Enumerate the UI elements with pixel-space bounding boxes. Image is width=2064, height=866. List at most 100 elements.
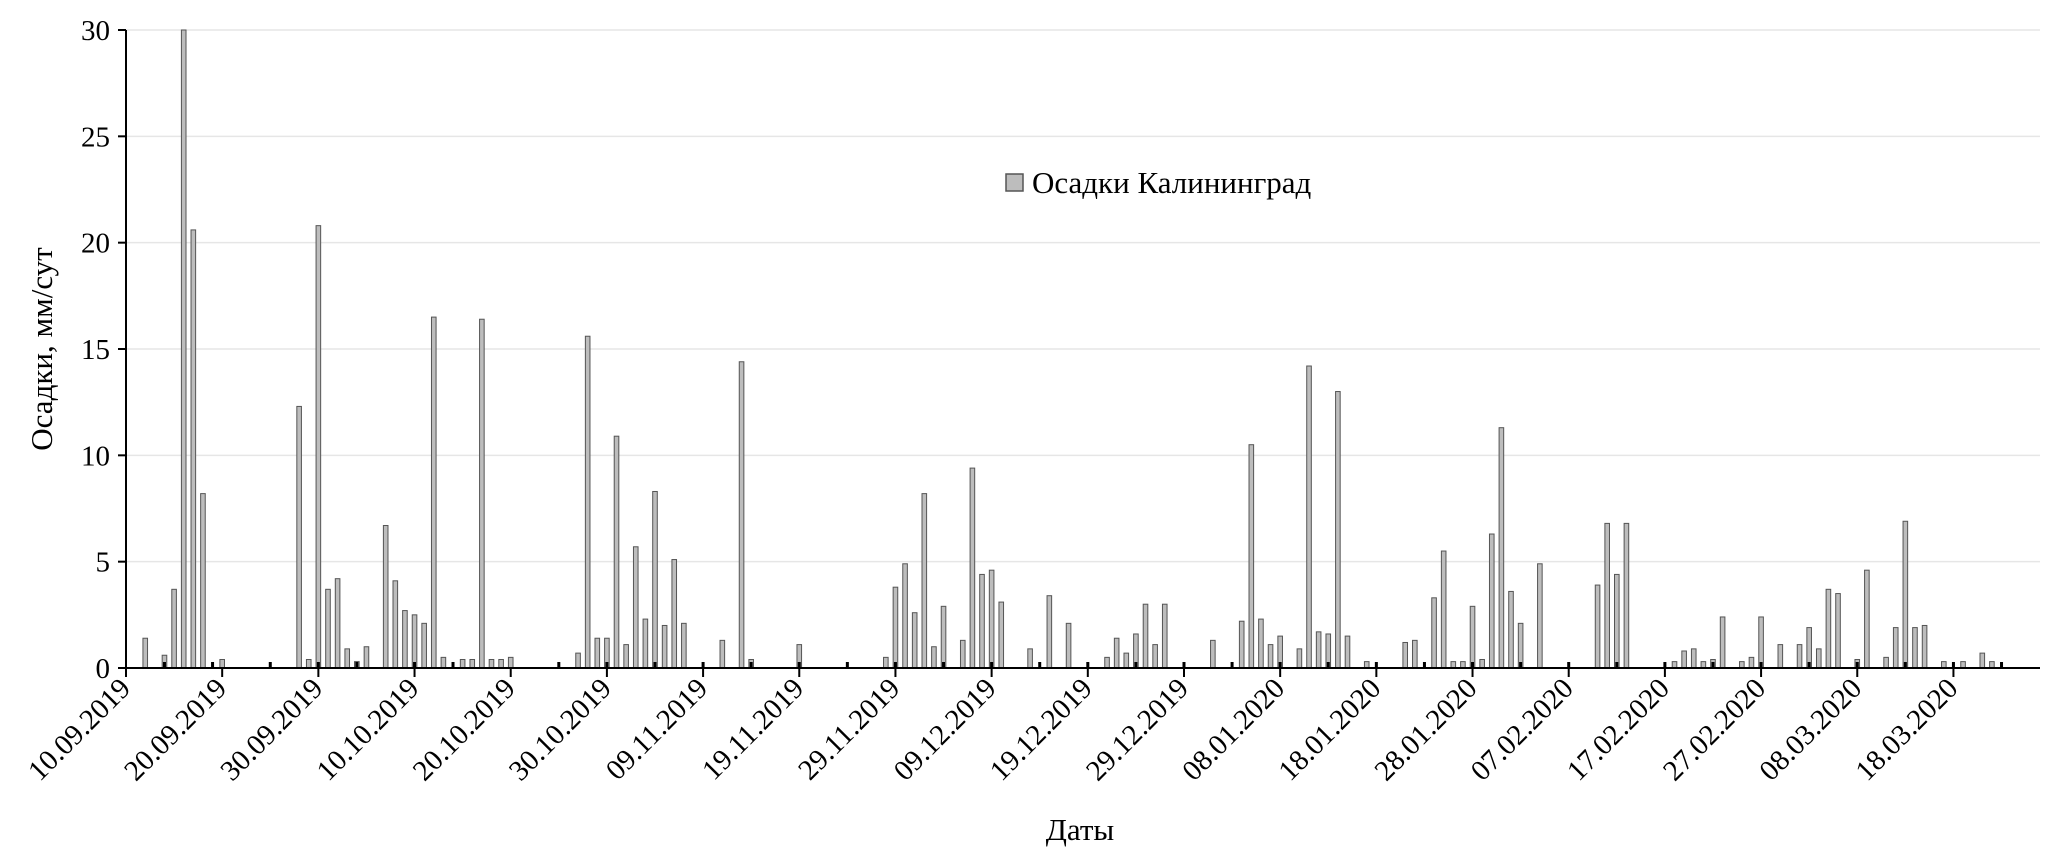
bar [642, 618, 649, 669]
x-tick-label: 10.10.2019 [311, 672, 426, 787]
bar [979, 573, 985, 669]
bar [1113, 637, 1120, 669]
y-tick-label: 5 [96, 547, 111, 579]
bar [1267, 644, 1274, 669]
bar [469, 658, 476, 669]
x-tick-label: 19.11.2019 [696, 672, 810, 786]
near-zero-marker [1182, 662, 1186, 668]
x-tick-label: 29.11.2019 [792, 672, 906, 786]
y-axis-ticks: 0 5 10 15 20 25 30 [81, 15, 126, 685]
bar [1123, 652, 1130, 669]
x-tick-label: 27.02.2020 [1657, 672, 1772, 787]
near-zero-marker [893, 662, 897, 668]
bar [921, 493, 928, 669]
near-zero-marker [1326, 662, 1330, 668]
bar [940, 605, 947, 669]
near-zero-marker [1422, 662, 1426, 668]
bar [296, 405, 302, 669]
near-zero-marker [1903, 662, 1907, 668]
x-tick-label: 18.01.2020 [1272, 672, 1387, 787]
bar [1902, 520, 1909, 669]
bar [1777, 644, 1784, 669]
near-zero-marker [1278, 662, 1282, 668]
bar [1027, 648, 1033, 669]
near-zero-marker [1807, 662, 1811, 668]
bar [402, 610, 408, 669]
bar [719, 639, 726, 669]
near-zero-markers [162, 662, 2004, 668]
near-zero-marker [1519, 662, 1523, 668]
bar [507, 656, 514, 669]
x-tick-label: 28.01.2020 [1369, 672, 1484, 787]
bar [1306, 365, 1312, 669]
bar [959, 639, 966, 669]
near-zero-marker [2000, 662, 2004, 668]
near-zero-marker [653, 662, 657, 668]
y-tick-label: 25 [81, 121, 110, 153]
bar [1440, 550, 1447, 669]
x-tick-label: 17.02.2020 [1561, 672, 1676, 787]
bar [459, 658, 466, 669]
x-tick-label: 19.12.2019 [984, 672, 1099, 787]
bar [1479, 658, 1485, 669]
bar [661, 624, 668, 669]
bar [1315, 631, 1322, 669]
bar [1335, 391, 1341, 669]
x-tick-label: 30.09.2019 [214, 672, 329, 787]
near-zero-marker [749, 662, 753, 668]
bar [1248, 444, 1255, 669]
y-tick-label: 0 [96, 653, 111, 685]
near-zero-marker [1615, 662, 1619, 668]
legend-swatch [1005, 173, 1024, 192]
near-zero-marker [211, 662, 215, 668]
y-tick-label: 10 [81, 440, 110, 472]
near-zero-marker [413, 662, 417, 668]
bar [584, 335, 591, 669]
bar [1508, 590, 1514, 669]
bar [1690, 648, 1697, 669]
bar [1344, 635, 1351, 669]
x-axis-title: Даты [1046, 812, 1115, 847]
bar [1412, 639, 1418, 669]
bar [911, 612, 918, 669]
bar [883, 656, 889, 669]
bar [488, 658, 495, 669]
bar [334, 578, 341, 669]
bar [1431, 597, 1437, 669]
bar [1296, 648, 1303, 669]
bar [988, 569, 995, 669]
near-zero-marker [1374, 662, 1378, 668]
legend: Осадки Калининград [1005, 165, 1312, 200]
x-tick-label: 20.09.2019 [118, 672, 233, 787]
bar [1046, 595, 1053, 669]
near-zero-marker [942, 662, 946, 668]
bar [1161, 603, 1168, 669]
bar [1488, 533, 1495, 669]
bar [671, 559, 678, 669]
bar [1517, 622, 1524, 669]
near-zero-marker [990, 662, 994, 668]
near-zero-marker [451, 662, 455, 668]
bar [180, 29, 187, 669]
near-zero-marker [1134, 662, 1138, 668]
bar [575, 652, 581, 669]
near-zero-marker [605, 662, 609, 668]
bar [411, 614, 418, 669]
bar [1623, 522, 1630, 669]
bar [421, 622, 427, 669]
y-tick-label: 15 [81, 334, 110, 366]
bar [969, 467, 976, 669]
bar [363, 646, 370, 669]
bar [1835, 593, 1841, 669]
bar [613, 435, 620, 669]
y-tick-label: 20 [81, 228, 110, 260]
bar [440, 656, 447, 669]
bar [1258, 618, 1264, 669]
bar [632, 546, 639, 669]
x-tick-label: 08.03.2020 [1753, 672, 1868, 787]
bar [142, 637, 149, 669]
bar [1796, 644, 1803, 669]
bar [623, 644, 629, 669]
bar [1614, 573, 1620, 669]
